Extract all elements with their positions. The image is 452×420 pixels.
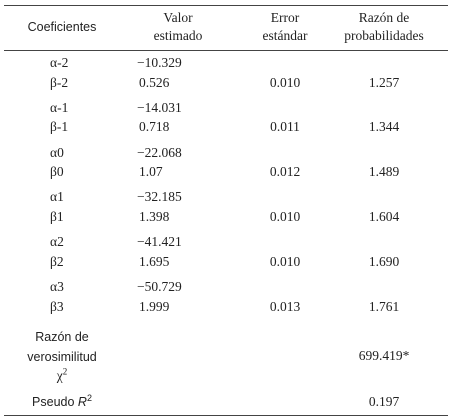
beta-label: β-1 [50,119,69,135]
column-header: Error [270,10,300,25]
likelihood-value: 699.419* [358,348,410,363]
alpha-value: −41.421 [137,234,182,250]
superscript: 2 [62,366,68,377]
alpha-label: α-1 [50,99,69,115]
beta-value: 1.398 [139,208,170,224]
alpha-label: α1 [50,189,64,205]
error-value: 0.012 [269,164,301,180]
beta-label: β1 [50,208,64,224]
column-header: Valor [163,10,193,25]
beta-value: 0.718 [139,119,170,135]
ratio-value: 1.344 [368,119,400,135]
header-rule [4,50,448,51]
beta-label: β0 [50,164,64,180]
beta-label: β-2 [50,74,69,90]
symbol: R [77,395,87,409]
ratio-value: 1.604 [368,208,400,224]
top-rule [4,5,448,6]
ratio-value: 1.690 [368,253,400,269]
column-header: Coeficientes [27,20,97,34]
error-value: 0.010 [269,208,301,224]
ratio-value: 1.761 [368,298,400,314]
alpha-label: α3 [50,279,64,294]
error-value: 0.010 [269,253,301,269]
pseudo-label: Pseudo R2 [32,392,92,410]
error-value: 0.011 [270,119,300,135]
alpha-label: α0 [50,144,64,160]
likelihood-label: verosimilitud [27,349,97,364]
alpha-label: α2 [50,234,64,250]
beta-value: 1.999 [139,298,170,314]
alpha-value: −50.729 [137,279,182,294]
column-header: estándar [262,28,308,43]
column-header: Razón de [358,10,410,25]
alpha-label: α-2 [50,55,69,70]
likelihood-label: Razón de [35,330,89,344]
alpha-value: −14.031 [137,99,182,115]
ratio-value: 1.257 [368,74,400,90]
column-header: estimado [153,28,203,43]
beta-value: 0.526 [139,74,170,90]
beta-value: 1.695 [139,253,170,269]
alpha-value: −10.329 [137,55,182,70]
bottom-rule [4,415,448,416]
beta-label: β2 [50,253,64,269]
label: Pseudo [32,395,75,409]
alpha-value: −32.185 [137,189,182,205]
chi-symbol: χ2 [56,366,68,384]
alpha-value: −22.068 [137,144,182,160]
ratio-value: 1.489 [368,164,400,180]
error-value: 0.010 [269,74,301,90]
pseudo-value: 0.197 [368,394,400,409]
symbol: χ [56,368,63,383]
superscript: 2 [86,392,92,403]
column-header: probabilidades [344,28,424,43]
error-value: 0.013 [269,298,301,314]
beta-value: 1.07 [139,164,163,180]
beta-label: β3 [50,298,64,314]
